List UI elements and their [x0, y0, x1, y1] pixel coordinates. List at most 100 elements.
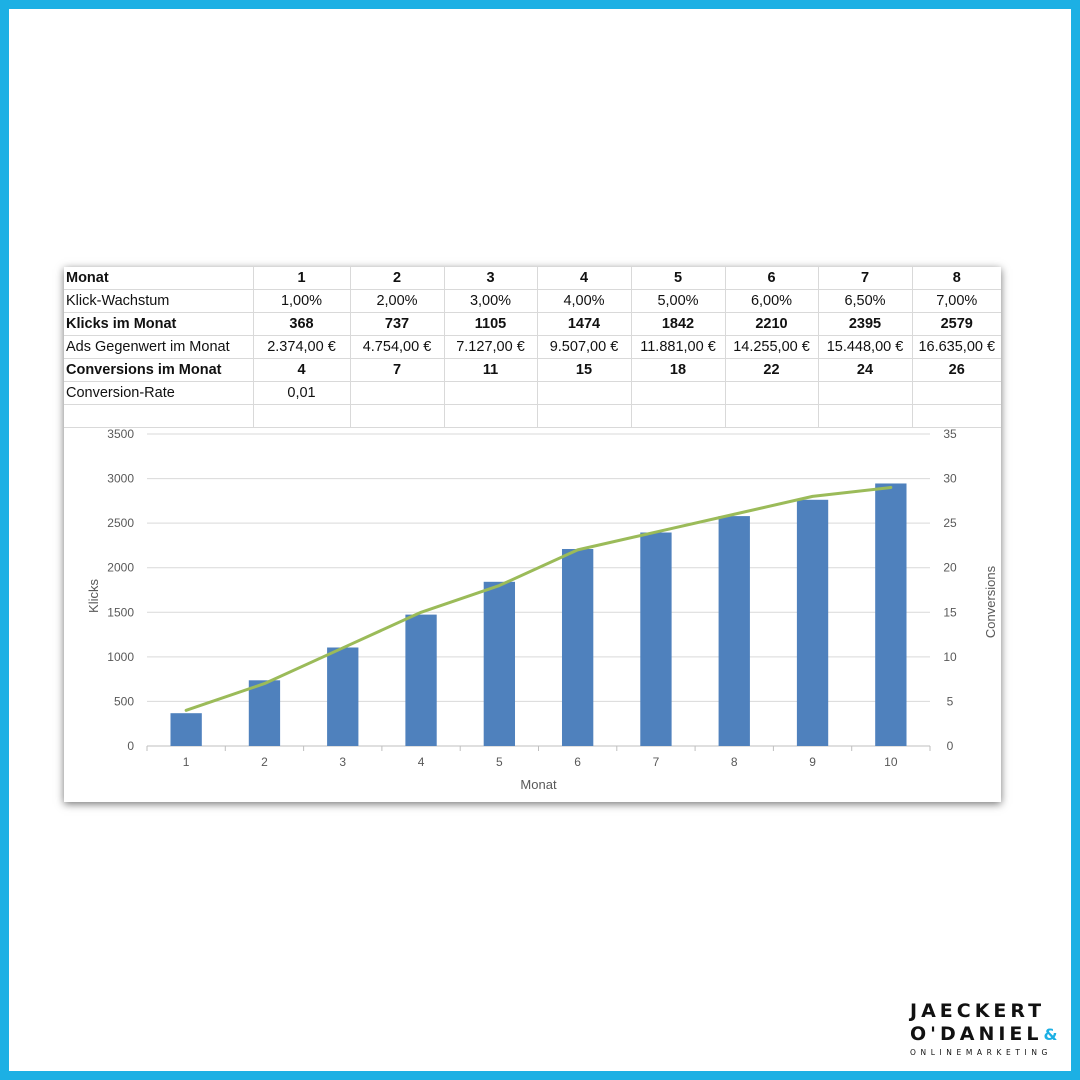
header-cell[interactable]: 1 — [253, 267, 351, 290]
row-label[interactable]: Conversions im Monat — [64, 358, 254, 382]
table-cell[interactable]: 2.374,00 € — [253, 335, 351, 359]
table-cell[interactable]: 4.754,00 € — [350, 335, 445, 359]
table-cell[interactable]: 9.507,00 € — [537, 335, 632, 359]
bar — [875, 483, 907, 746]
table-cell[interactable] — [725, 381, 819, 405]
table-cell[interactable] — [350, 404, 445, 428]
table-cell[interactable] — [725, 404, 819, 428]
table-cell[interactable]: 18 — [631, 358, 726, 382]
logo-line-2-text: O'DANIEL — [910, 1023, 1043, 1045]
table-cell[interactable] — [444, 404, 538, 428]
conversions-line — [184, 485, 893, 712]
logo-tagline: ONLINEMARKETING — [910, 1048, 1052, 1057]
logo-line-1: JAECKERT — [910, 1000, 1046, 1022]
table-cell[interactable]: 22 — [725, 358, 819, 382]
table-cell[interactable]: 14.255,00 € — [725, 335, 819, 359]
header-cell[interactable]: 2 — [350, 267, 445, 290]
table-row: Conversion-Rate 0,01 — [64, 381, 1001, 405]
table-cell[interactable]: 1474 — [537, 312, 632, 336]
y2-axis-title: Conversions — [983, 565, 998, 638]
combo-chart: 0500100015002000250030003500051015202530… — [86, 427, 998, 792]
table-cell[interactable]: 15.448,00 € — [818, 335, 913, 359]
header-cell[interactable]: 8 — [912, 267, 1001, 290]
row-label[interactable]: Klicks im Monat — [64, 312, 254, 336]
y-tick-label: 2000 — [107, 561, 134, 575]
table-cell[interactable] — [818, 404, 913, 428]
row-label[interactable] — [64, 404, 254, 428]
row-label[interactable]: Ads Gegenwert im Monat — [64, 335, 254, 359]
table-cell[interactable]: 2395 — [818, 312, 913, 336]
table-cell[interactable]: 1105 — [444, 312, 538, 336]
header-cell[interactable]: 4 — [537, 267, 632, 290]
table-cell[interactable]: 5,00% — [631, 289, 726, 313]
x-tick-label: 8 — [731, 755, 738, 769]
table-cell[interactable]: 15 — [537, 358, 632, 382]
x-tick-label: 6 — [574, 755, 581, 769]
header-cell[interactable]: 7 — [818, 267, 913, 290]
table-cell[interactable]: 7,00% — [912, 289, 1001, 313]
x-tick-label: 3 — [339, 755, 346, 769]
bar — [561, 548, 594, 746]
table-cell[interactable]: 4,00% — [537, 289, 632, 313]
y2-tick-label: 25 — [943, 516, 957, 530]
row-label[interactable]: Conversion-Rate — [64, 381, 254, 405]
table-cell[interactable]: 6,50% — [818, 289, 913, 313]
table-cell[interactable] — [912, 404, 1001, 428]
y2-tick-label: 30 — [943, 472, 957, 486]
table-cell[interactable]: 11.881,00 € — [631, 335, 726, 359]
table-row: Klicks im Monat 368 737 1105 1474 1842 2210 239… — [64, 312, 1001, 336]
y2-tick-label: 10 — [943, 650, 957, 664]
y-axis-title: Klicks — [86, 579, 101, 613]
table-cell[interactable]: 1,00% — [253, 289, 351, 313]
ampersand-icon: & — [1043, 1025, 1058, 1044]
table-cell[interactable] — [444, 381, 538, 405]
table-cell[interactable]: 7 — [350, 358, 445, 382]
y2-tick-label: 0 — [947, 739, 954, 753]
y-tick-label: 3500 — [107, 427, 134, 441]
row-label[interactable]: Klick-Wachstum — [64, 289, 254, 313]
header-cell[interactable]: 5 — [631, 267, 726, 290]
table-cell[interactable]: 4 — [253, 358, 351, 382]
table-header-row: Monat 1 2 3 4 5 6 7 8 — [64, 267, 1001, 290]
bar — [483, 581, 516, 746]
table-cell[interactable]: 7.127,00 € — [444, 335, 538, 359]
bar — [718, 516, 750, 746]
table-cell[interactable]: 11 — [444, 358, 538, 382]
table-cell[interactable]: 16.635,00 € — [912, 335, 1001, 359]
table-cell[interactable] — [631, 404, 726, 428]
table-cell[interactable]: 2210 — [725, 312, 819, 336]
table-cell[interactable]: 737 — [350, 312, 445, 336]
header-cell[interactable]: 6 — [725, 267, 819, 290]
table-cell[interactable]: 6,00% — [725, 289, 819, 313]
table-cell[interactable]: 26 — [912, 358, 1001, 382]
bar — [248, 680, 281, 746]
x-tick-label: 2 — [261, 755, 268, 769]
table-cell[interactable] — [631, 381, 726, 405]
table-cell[interactable]: 0,01 — [253, 381, 351, 405]
table-cell[interactable] — [537, 404, 632, 428]
table-row: Ads Gegenwert im Monat 2.374,00 €4.754,00… — [64, 335, 1001, 359]
table-cell[interactable] — [818, 381, 913, 405]
table-cell[interactable] — [912, 381, 1001, 405]
table-cell[interactable] — [253, 404, 351, 428]
header-cell[interactable]: 3 — [444, 267, 538, 290]
table-row: Conversions im Monat 4 7 11 15 18 22 24 26 — [64, 358, 1001, 382]
y-tick-label: 3000 — [107, 472, 134, 486]
table-cell[interactable]: 2579 — [912, 312, 1001, 336]
row-label[interactable]: Monat — [64, 267, 254, 290]
x-tick-label: 10 — [884, 755, 898, 769]
table-cell[interactable] — [350, 381, 445, 405]
table-cell[interactable]: 2,00% — [350, 289, 445, 313]
bar — [405, 614, 437, 746]
y-tick-label: 0 — [127, 739, 134, 753]
table-cell[interactable]: 3,00% — [444, 289, 538, 313]
table-row — [64, 404, 1001, 428]
table-cell[interactable]: 1842 — [631, 312, 726, 336]
table-cell[interactable]: 368 — [253, 312, 351, 336]
x-tick-label: 9 — [809, 755, 816, 769]
spreadsheet-panel: Monat 1 2 3 4 5 6 7 8 Klick-Wachstum 1,00% 2,00% 3,0… — [64, 267, 1001, 802]
table-cell[interactable]: 24 — [818, 358, 913, 382]
table-cell[interactable] — [537, 381, 632, 405]
bar — [796, 499, 829, 746]
company-logo: JAECKERT O'DANIEL & ONLINEMARKETING — [910, 1000, 1062, 1060]
